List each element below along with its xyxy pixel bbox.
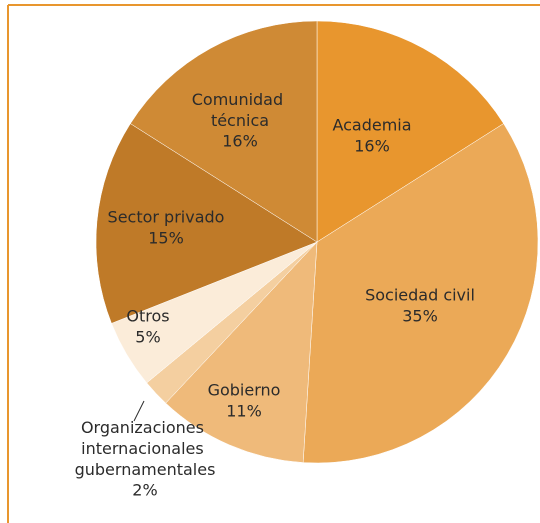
value-label: 35% — [402, 307, 438, 326]
slice-label: Otros — [126, 307, 169, 326]
pie-slice — [130, 20, 318, 243]
slice-label: Comunidad técnica — [192, 90, 288, 130]
pie-slice — [95, 123, 318, 324]
pie-slice — [316, 20, 504, 243]
pie-slice — [165, 241, 318, 463]
pie-slice — [302, 123, 539, 464]
leader-line — [133, 400, 145, 422]
value-label: 5% — [135, 328, 160, 347]
value-label: 16% — [222, 132, 258, 151]
slice-label: Academia — [332, 116, 411, 135]
slice-label: Sector privado — [108, 208, 225, 227]
value-label: 11% — [226, 402, 262, 421]
slice-label: Organizaciones internacionales gubername… — [75, 418, 216, 479]
value-label: 16% — [354, 137, 390, 156]
value-label: 2% — [132, 481, 157, 500]
slice-label: Gobierno — [208, 381, 281, 400]
value-label: 15% — [148, 229, 184, 248]
slice-label: Sociedad civil — [365, 286, 475, 305]
